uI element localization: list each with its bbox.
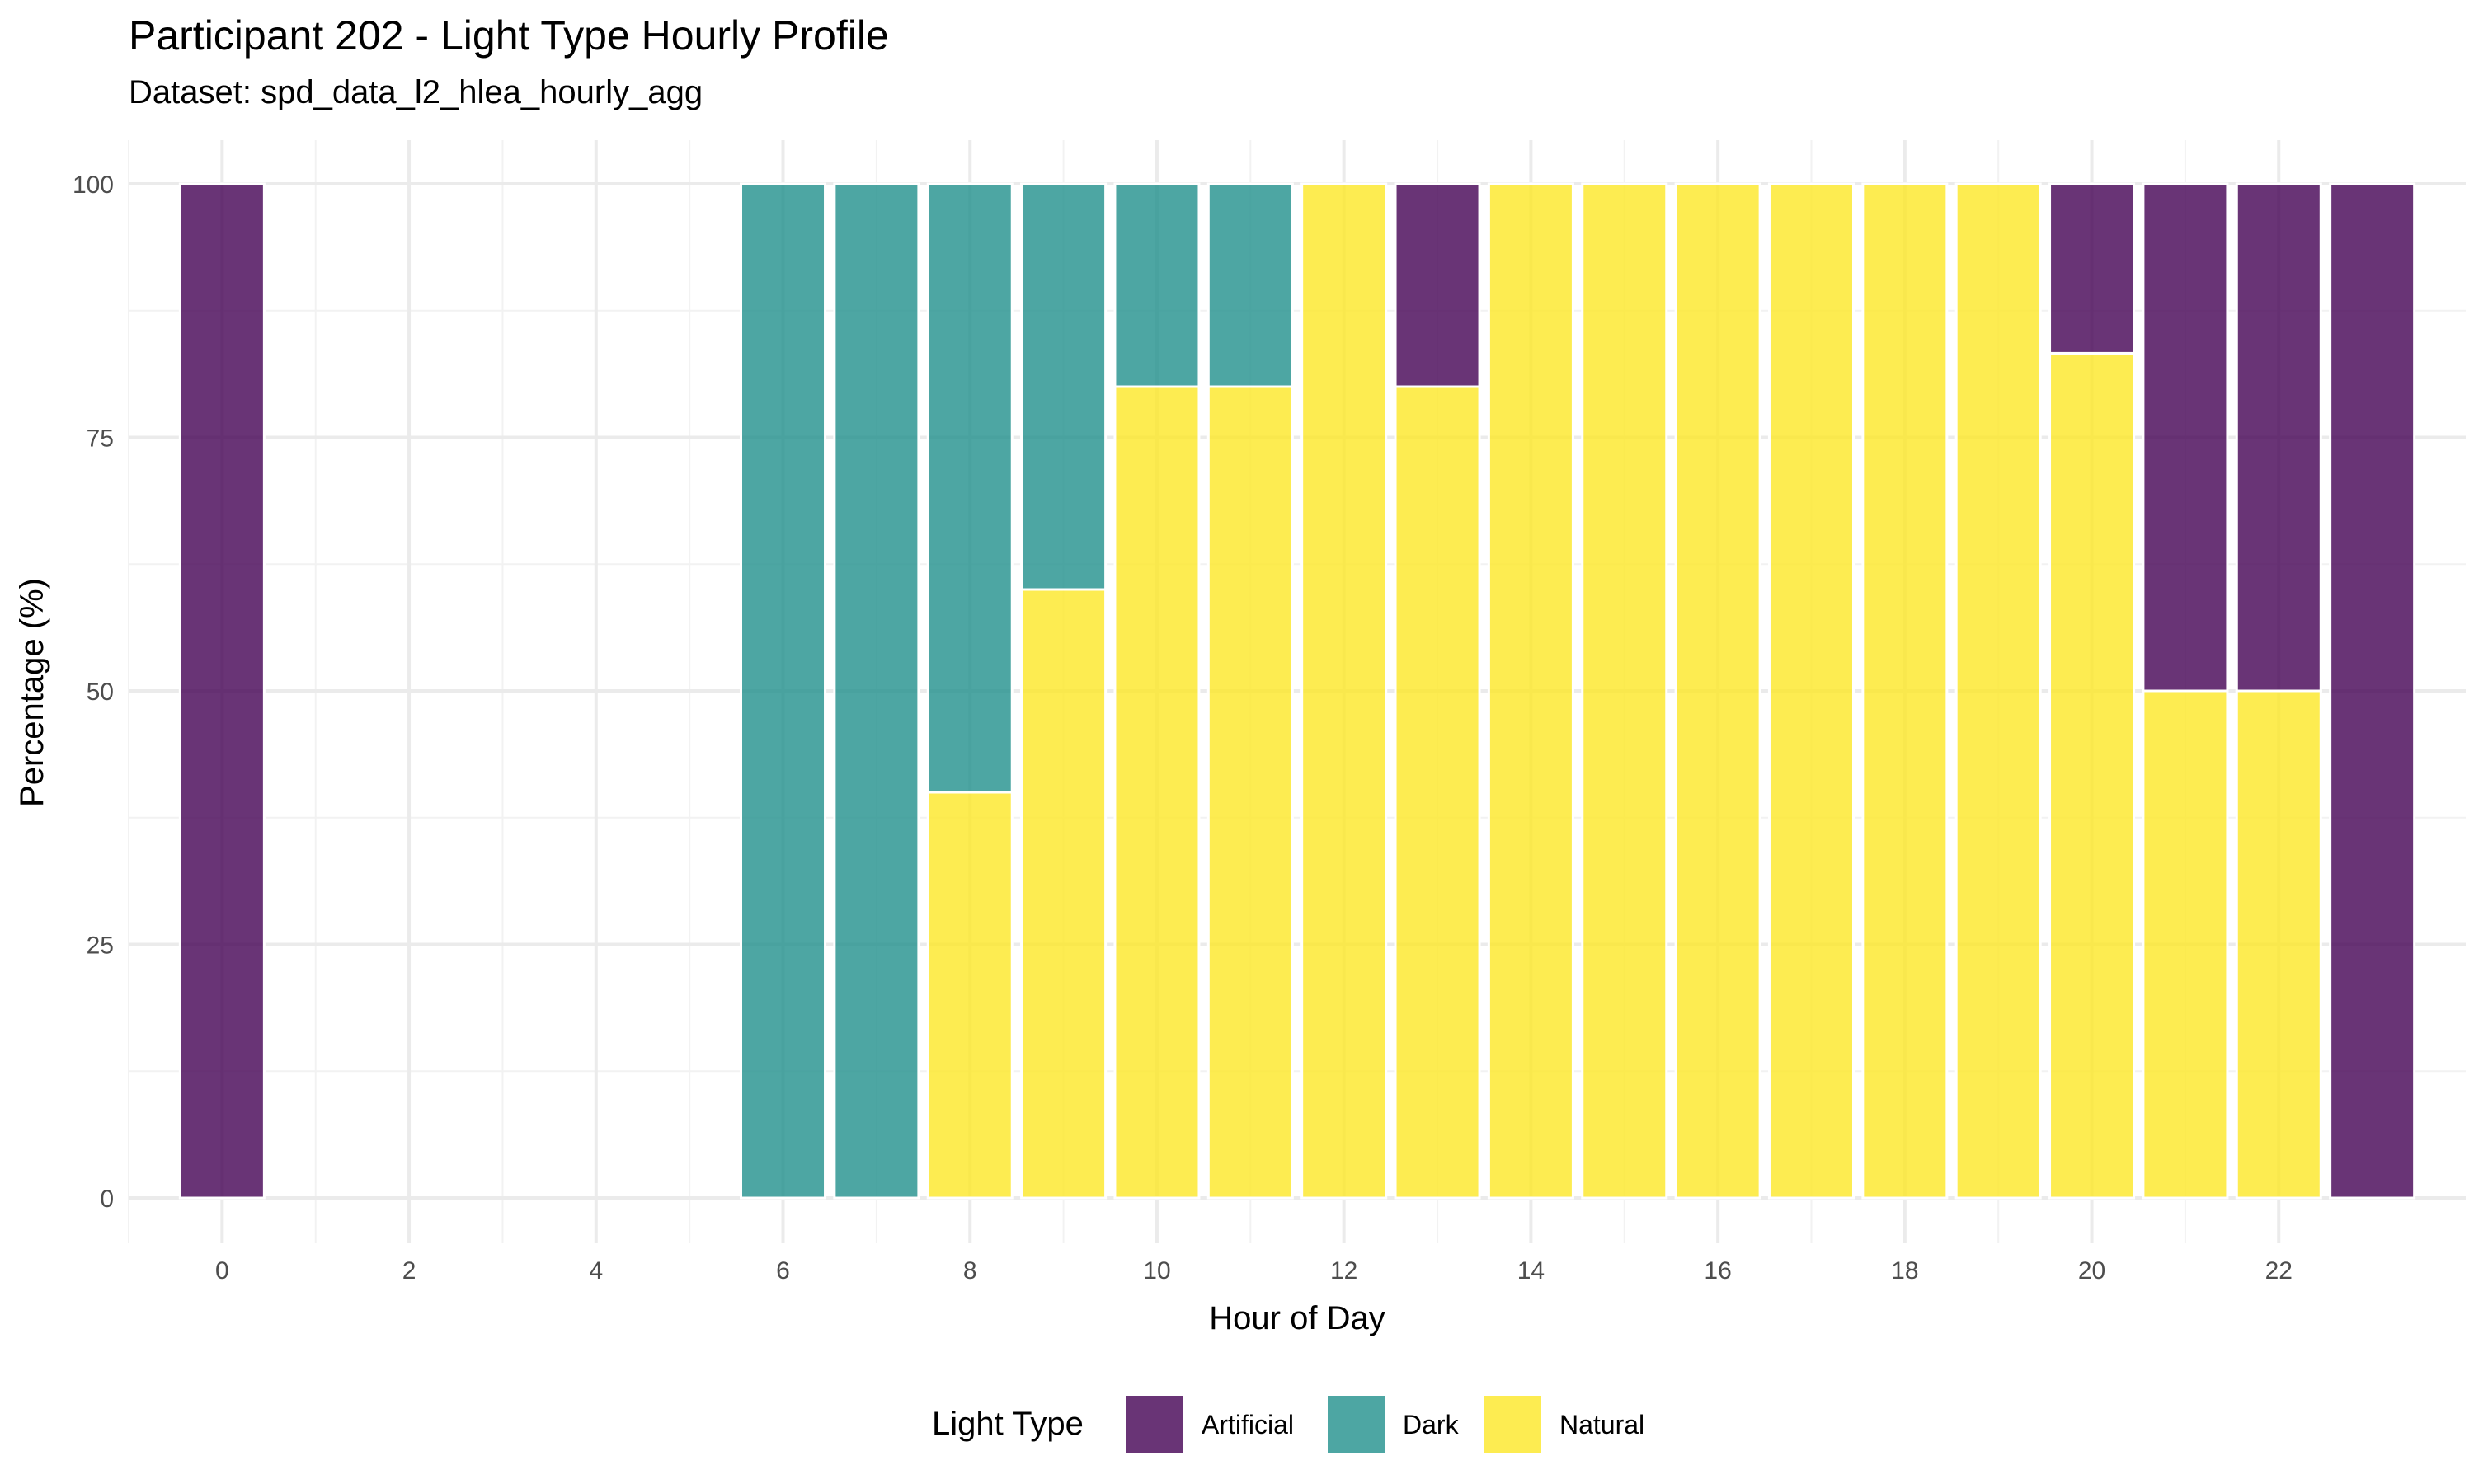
bar-artificial-hour-13 [1394, 182, 1481, 388]
bar-natural-hour-14 [1487, 182, 1574, 1200]
legend-key-artificial [1126, 1396, 1183, 1453]
bar-artificial-hour-21 [2142, 182, 2229, 693]
y-tick-label: 75 [87, 425, 114, 453]
y-tick-label: 0 [100, 1186, 114, 1213]
bar-artificial-hour-23 [2329, 182, 2416, 1200]
bar-natural-hour-12 [1300, 182, 1388, 1200]
y-tick-label: 50 [87, 679, 114, 706]
bar-natural-hour-22 [2235, 689, 2322, 1200]
bar-dark-hour-10 [1113, 182, 1201, 388]
bar-dark-hour-11 [1206, 182, 1294, 388]
legend-title: Light Type [932, 1406, 1084, 1442]
x-tick-label: 0 [215, 1257, 229, 1284]
bar-natural-hour-21 [2142, 689, 2229, 1200]
bar-natural-hour-13 [1394, 385, 1481, 1200]
x-tick-label: 2 [402, 1257, 416, 1284]
x-tick-label: 20 [2078, 1257, 2105, 1284]
x-tick-label: 4 [589, 1257, 603, 1284]
axis-labels: 0 2 4 6 8 10 12 14 16 18 20 22 0 25 50 75 100 [73, 171, 2293, 1284]
x-tick-label: 16 [1704, 1257, 1731, 1284]
bar-artificial-hour-0 [178, 182, 266, 1200]
bar-natural-hour-18 [1861, 182, 1949, 1200]
bar-artificial-hour-20 [2048, 182, 2136, 355]
bar-dark-hour-9 [1020, 182, 1108, 591]
legend: Light Type Artificial Dark Natural [932, 1396, 1644, 1453]
bar-artificial-hour-22 [2235, 182, 2322, 693]
legend-label-natural: Natural [1559, 1410, 1644, 1439]
bar-natural-hour-11 [1206, 385, 1294, 1200]
x-axis-title: Hour of Day [1209, 1300, 1385, 1336]
x-tick-label: 18 [1891, 1257, 1918, 1284]
bar-natural-hour-16 [1674, 182, 1761, 1200]
y-tick-label: 25 [87, 932, 114, 960]
bar-natural-hour-17 [1767, 182, 1855, 1200]
bar-natural-hour-9 [1020, 588, 1108, 1200]
bar-natural-hour-8 [926, 791, 1014, 1200]
bar-dark-hour-8 [926, 182, 1014, 794]
bar-natural-hour-15 [1581, 182, 1668, 1200]
x-tick-label: 12 [1330, 1257, 1357, 1284]
bar-dark-hour-7 [833, 182, 920, 1200]
bar-dark-hour-6 [740, 182, 827, 1200]
legend-label-artificial: Artificial [1202, 1410, 1294, 1439]
bar-natural-hour-20 [2048, 351, 2136, 1200]
chart-subtitle: Dataset: spd_data_l2_hlea_hourly_agg [129, 74, 703, 110]
legend-label-dark: Dark [1403, 1410, 1460, 1439]
x-tick-label: 22 [2265, 1257, 2293, 1284]
legend-key-dark [1328, 1396, 1385, 1453]
x-tick-label: 14 [1517, 1257, 1545, 1284]
x-tick-label: 10 [1143, 1257, 1170, 1284]
legend-key-natural [1484, 1396, 1541, 1453]
bar-natural-hour-19 [1954, 182, 2042, 1200]
chart-title: Participant 202 - Light Type Hourly Prof… [129, 12, 889, 59]
bars [178, 182, 2416, 1200]
y-tick-label: 100 [73, 171, 114, 199]
x-tick-label: 6 [776, 1257, 790, 1284]
y-axis-title: Percentage (%) [14, 578, 50, 807]
bar-natural-hour-10 [1113, 385, 1201, 1200]
x-tick-label: 8 [963, 1257, 977, 1284]
